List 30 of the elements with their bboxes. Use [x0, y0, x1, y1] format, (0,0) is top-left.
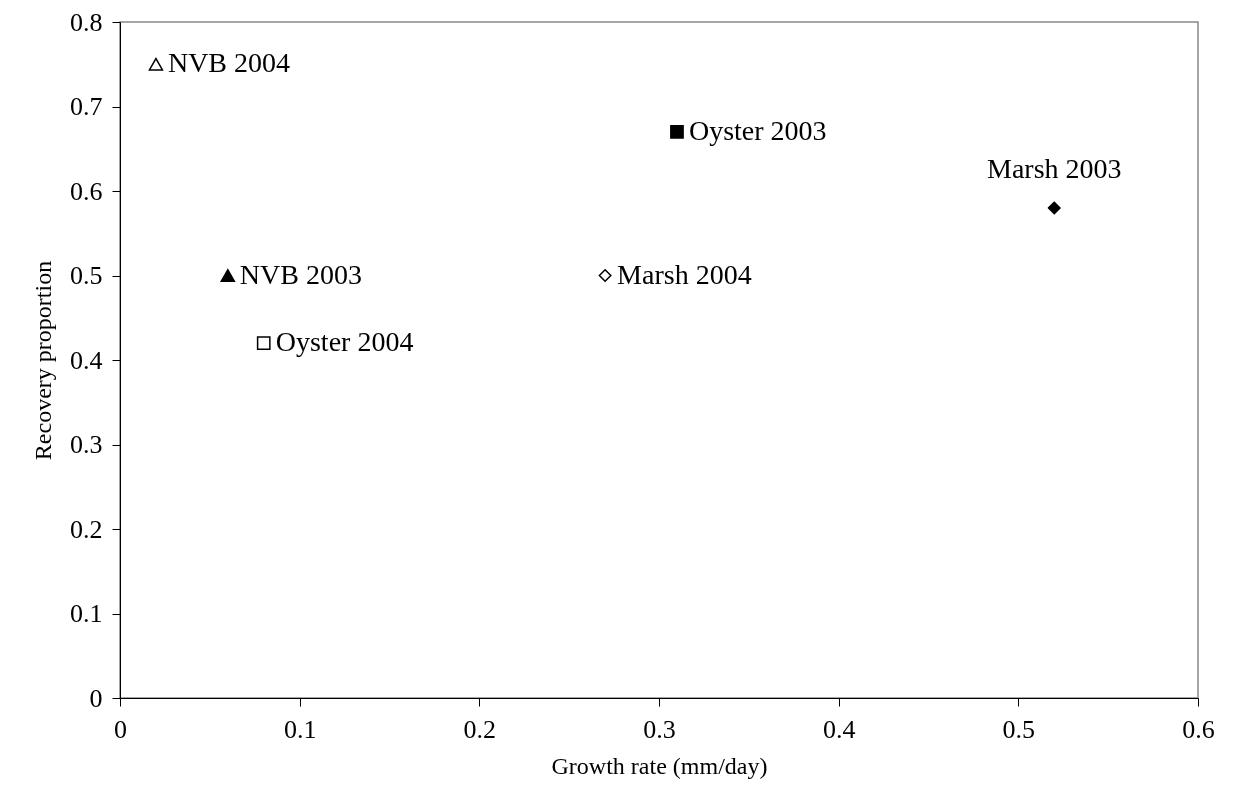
y-tick-label: 0.7	[70, 92, 103, 121]
y-tick-label: 0.4	[70, 345, 103, 375]
y-tick-label: 0.3	[70, 430, 103, 459]
x-tick-label: 0.5	[1002, 714, 1036, 744]
y-tick-label: 0	[89, 683, 103, 713]
point	[148, 57, 164, 71]
point	[598, 269, 612, 282]
y-tick-label: 0.1	[70, 599, 103, 628]
y-tick-label: 0.2	[70, 514, 103, 544]
x-tick-label: 0.1	[283, 714, 317, 744]
point	[220, 269, 236, 282]
point	[1047, 201, 1061, 215]
point	[256, 336, 271, 350]
x-tick-label: 0.2	[463, 714, 497, 744]
y-tick-label: 0.8	[70, 7, 103, 37]
series-label: Oyster 2003	[688, 114, 827, 146]
y-tick-label: 0.5	[70, 261, 103, 290]
y-tick-label: 0.6	[70, 176, 103, 206]
series-label: Oyster 2004	[275, 326, 414, 358]
x-tick-label: 0.3	[643, 714, 676, 744]
x-axis-title: Growth rate (mm/day)	[551, 752, 768, 779]
y-axis-title: Recovery proportion	[30, 260, 56, 461]
x-tick-label: 0.4	[822, 714, 856, 744]
point	[670, 124, 684, 139]
series-label: NVB 2004	[167, 47, 291, 79]
x-tick-label: 0	[114, 714, 127, 744]
x-tick-label: 0.6	[1182, 714, 1215, 744]
series-label: NVB 2003	[239, 258, 362, 290]
series-label: Marsh 2003	[986, 152, 1122, 184]
series-label: Marsh 2004	[617, 258, 752, 290]
